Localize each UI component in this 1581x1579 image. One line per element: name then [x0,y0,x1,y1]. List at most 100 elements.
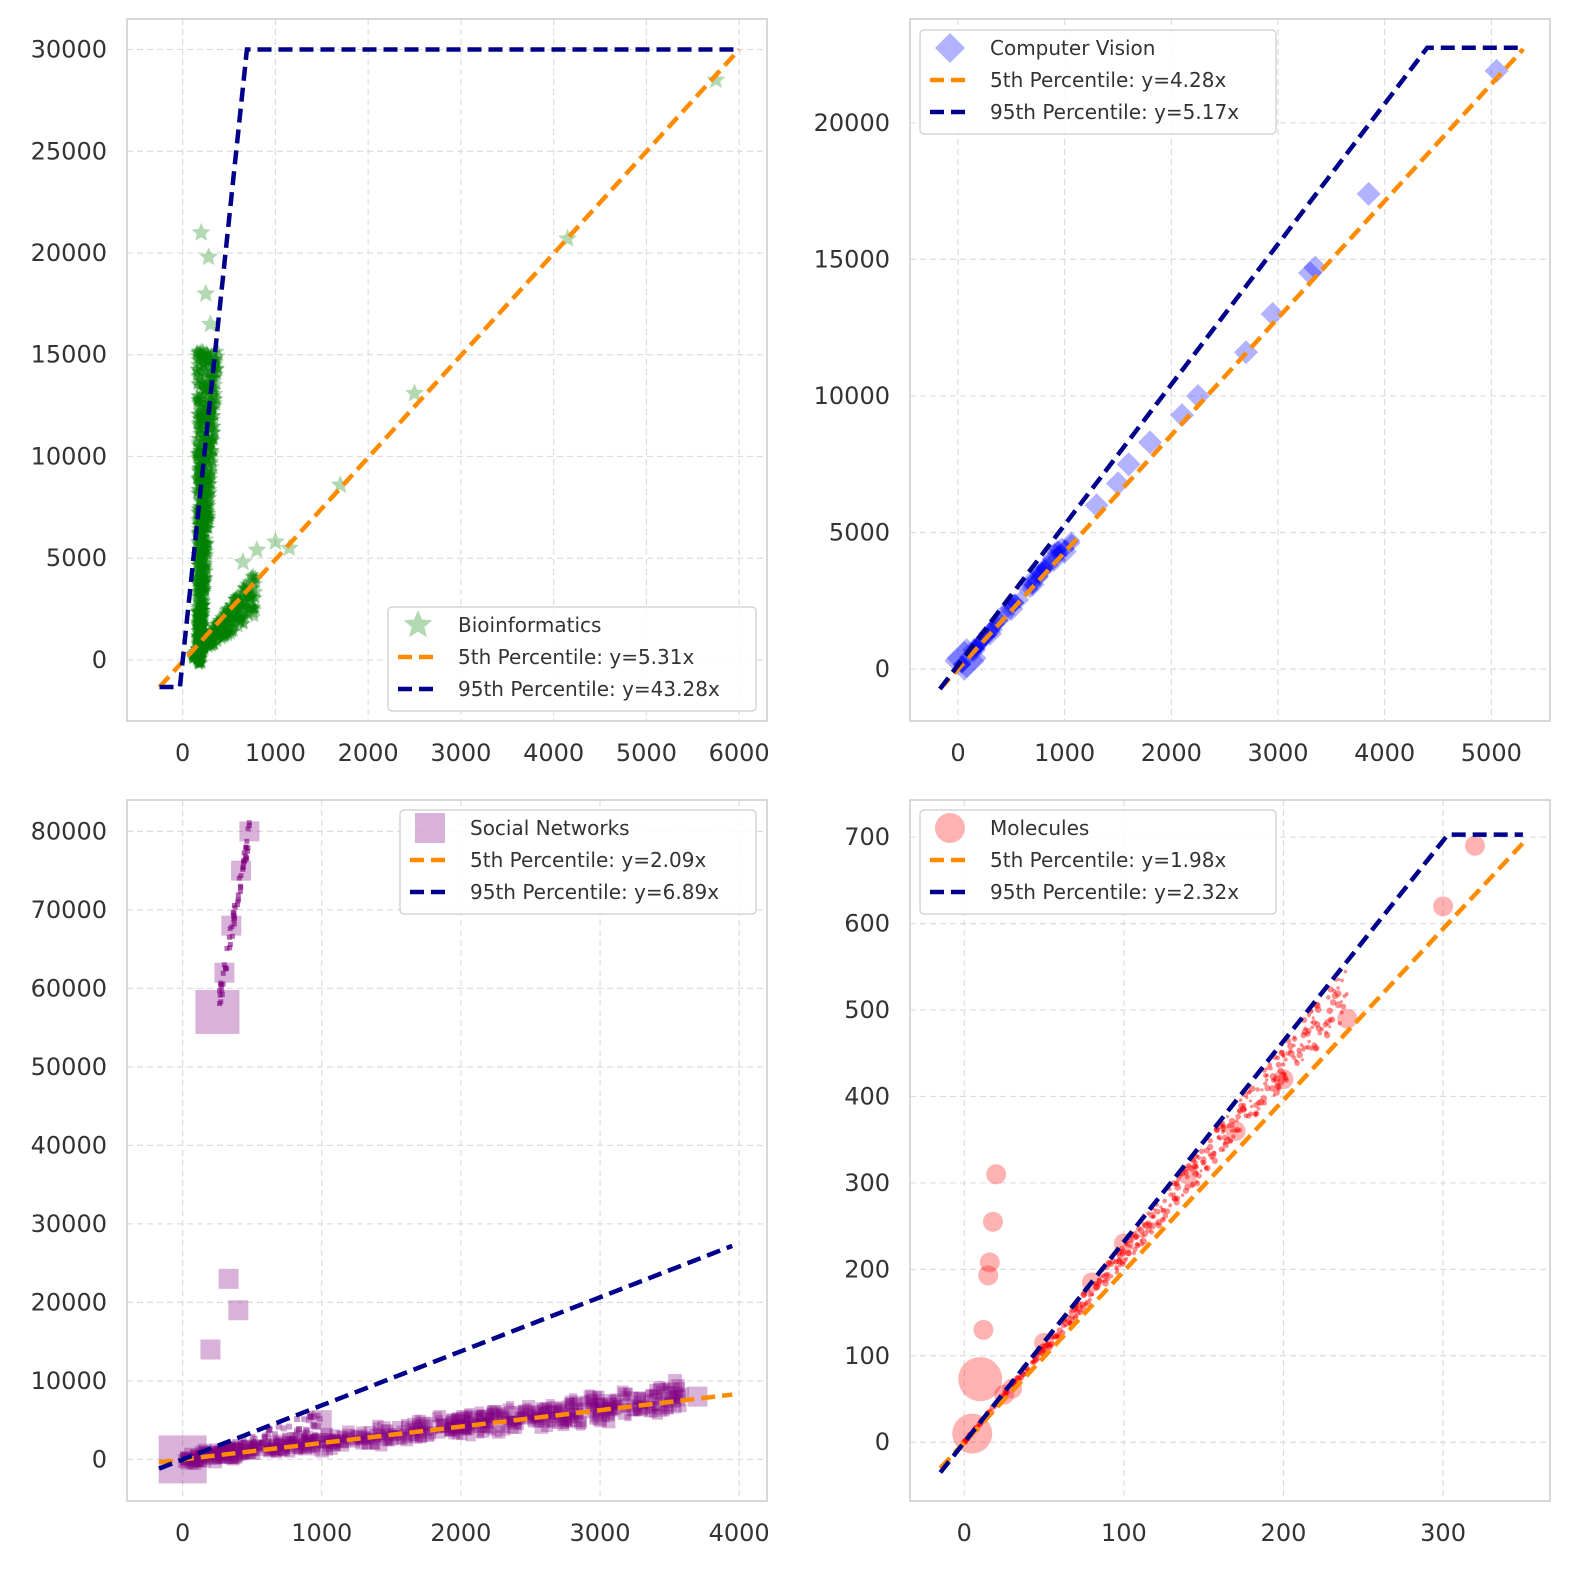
scatter-point [233,610,247,623]
scatter-point [194,641,208,655]
scatter-point [1004,1392,1008,1397]
scatter-point [199,560,213,574]
scatter-point [1195,1153,1200,1158]
scatter-point [205,1448,213,1456]
scatter-point [644,1406,656,1418]
scatter-point [1002,1389,1008,1395]
scatter-point [193,477,207,491]
scatter-point [1204,1166,1208,1170]
scatter-point [300,1436,307,1443]
scatter-point [671,1395,681,1404]
scatter-point [222,1442,233,1453]
scatter-point [1149,1222,1157,1230]
scatter-point [565,1395,579,1410]
scatter-point [1032,1357,1039,1364]
scatter-point [197,640,211,653]
scatter-point [380,1424,392,1435]
scatter-point [532,1415,545,1428]
scatter-point [196,603,211,617]
scatter-point [205,464,219,477]
scatter-point [194,647,208,661]
scatter-point [194,638,208,651]
scatter-point [294,1416,301,1423]
scatter-point [206,421,220,435]
scatter-point [1238,1098,1243,1102]
scatter-point [278,1438,291,1451]
scatter-point [632,1406,643,1416]
scatter-point [190,616,204,630]
scatter-point [382,1434,396,1447]
scatter-point [1055,1333,1059,1338]
scatter-point [191,620,205,634]
scatter-point [200,497,215,511]
scatter-point [191,1455,201,1465]
scatter-point [204,633,218,647]
scatter-point [1305,1044,1312,1050]
scatter-point [470,1410,484,1424]
scatter-point [201,354,215,367]
scatter-point [190,542,205,555]
scatter-point [275,1436,287,1449]
scatter-series [185,70,726,670]
scatter-point [444,1425,456,1437]
scatter-point [194,533,208,547]
scatter-point [232,1439,239,1446]
scatter-point [202,428,217,441]
scatter-point [194,594,208,608]
x-tick-label: 3000 [430,739,491,767]
scatter-point [541,1403,553,1414]
scatter-point [191,629,205,643]
scatter-point [191,411,205,424]
scatter-point [208,1450,215,1457]
scatter-point [1294,1058,1298,1063]
scatter-point [206,459,220,473]
scatter-point [204,476,218,490]
scatter-point [192,419,206,433]
scatter-point [592,1411,607,1426]
scatter-point [228,618,242,632]
scatter-point [220,981,226,987]
scatter-point [1002,1390,1008,1397]
scatter-point [190,535,204,548]
scatter-point [1043,1343,1049,1349]
scatter-point [217,628,232,642]
scatter-point [195,646,209,660]
scatter-point [1079,1301,1086,1308]
scatter-point [1183,1169,1189,1176]
legend-entry: 5th Percentile: y=2.09x [470,848,706,872]
scatter-point [246,820,252,826]
scatter-point [204,634,218,648]
scatter-point [1014,1375,1020,1382]
scatter-point [232,610,246,624]
scatter-point [530,1405,539,1413]
scatter-point [194,410,209,423]
scatter-point [208,424,222,438]
scatter-point [192,1456,204,1468]
scatter-point [205,371,219,384]
scatter-point [191,651,205,664]
scatter-point [538,1407,550,1420]
scatter-point [194,584,209,597]
legend-entry: 95th Percentile: y=5.17x [990,100,1239,124]
scatter-point [239,1445,246,1452]
scatter-point [1117,1257,1122,1262]
scatter-point [209,1446,221,1458]
scatter-point [1310,1025,1315,1030]
scatter-point [190,1452,197,1459]
scatter-point [1186,1162,1192,1168]
scatter-point [456,1414,470,1428]
scatter-point [231,921,237,927]
scatter-point [236,875,242,881]
scatter-point [231,601,245,615]
scatter-point [192,657,206,670]
x-tick-label: 2000 [1141,739,1202,767]
y-tick-label: 10000 [31,1367,107,1395]
scatter-point [308,1410,315,1417]
scatter-point [191,630,205,643]
scatter-point [231,1450,244,1462]
scatter-point [246,589,260,602]
scatter-point [192,645,206,659]
scatter-point [193,604,207,618]
